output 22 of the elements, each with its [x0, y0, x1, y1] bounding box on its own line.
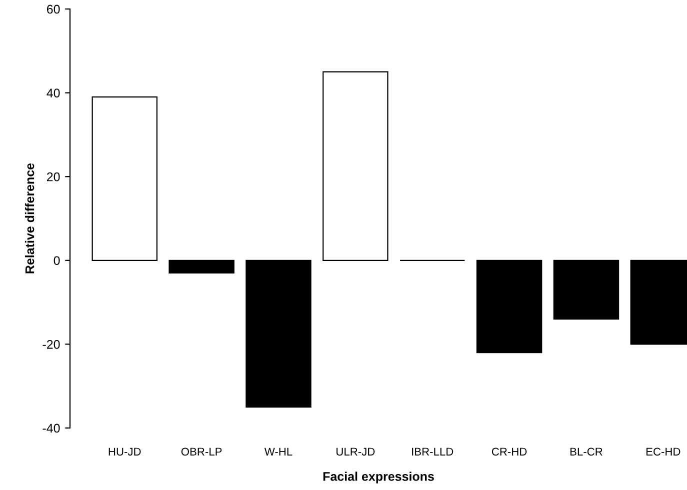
bar	[246, 260, 312, 408]
bar	[322, 71, 388, 261]
x-tick-label: ULR-JD	[336, 448, 375, 456]
x-tick-label: HU-JD	[108, 448, 141, 456]
bar	[92, 96, 158, 261]
y-axis-title: Relative difference	[25, 163, 34, 274]
y-tick-label: -40	[42, 424, 60, 433]
y-tick-label: 20	[47, 172, 60, 182]
bar	[168, 260, 234, 274]
bar	[476, 260, 542, 354]
y-tick-label: 0	[54, 256, 60, 266]
y-tick-label: 60	[47, 4, 60, 14]
x-tick-label: IBR-LLD	[412, 448, 454, 456]
x-tick-label: CR-HD	[492, 448, 527, 456]
x-tick-label: BL-CR	[570, 448, 602, 456]
y-tick-label: -20	[42, 340, 60, 349]
x-axis-title: Facial expressions	[323, 472, 434, 484]
x-tick-label: OBR-LP	[181, 448, 222, 456]
y-tick-label: 40	[46, 88, 60, 98]
x-tick-label: EC-HD	[646, 448, 680, 456]
x-tick-label: W-HL	[264, 448, 292, 456]
bar	[553, 260, 620, 320]
